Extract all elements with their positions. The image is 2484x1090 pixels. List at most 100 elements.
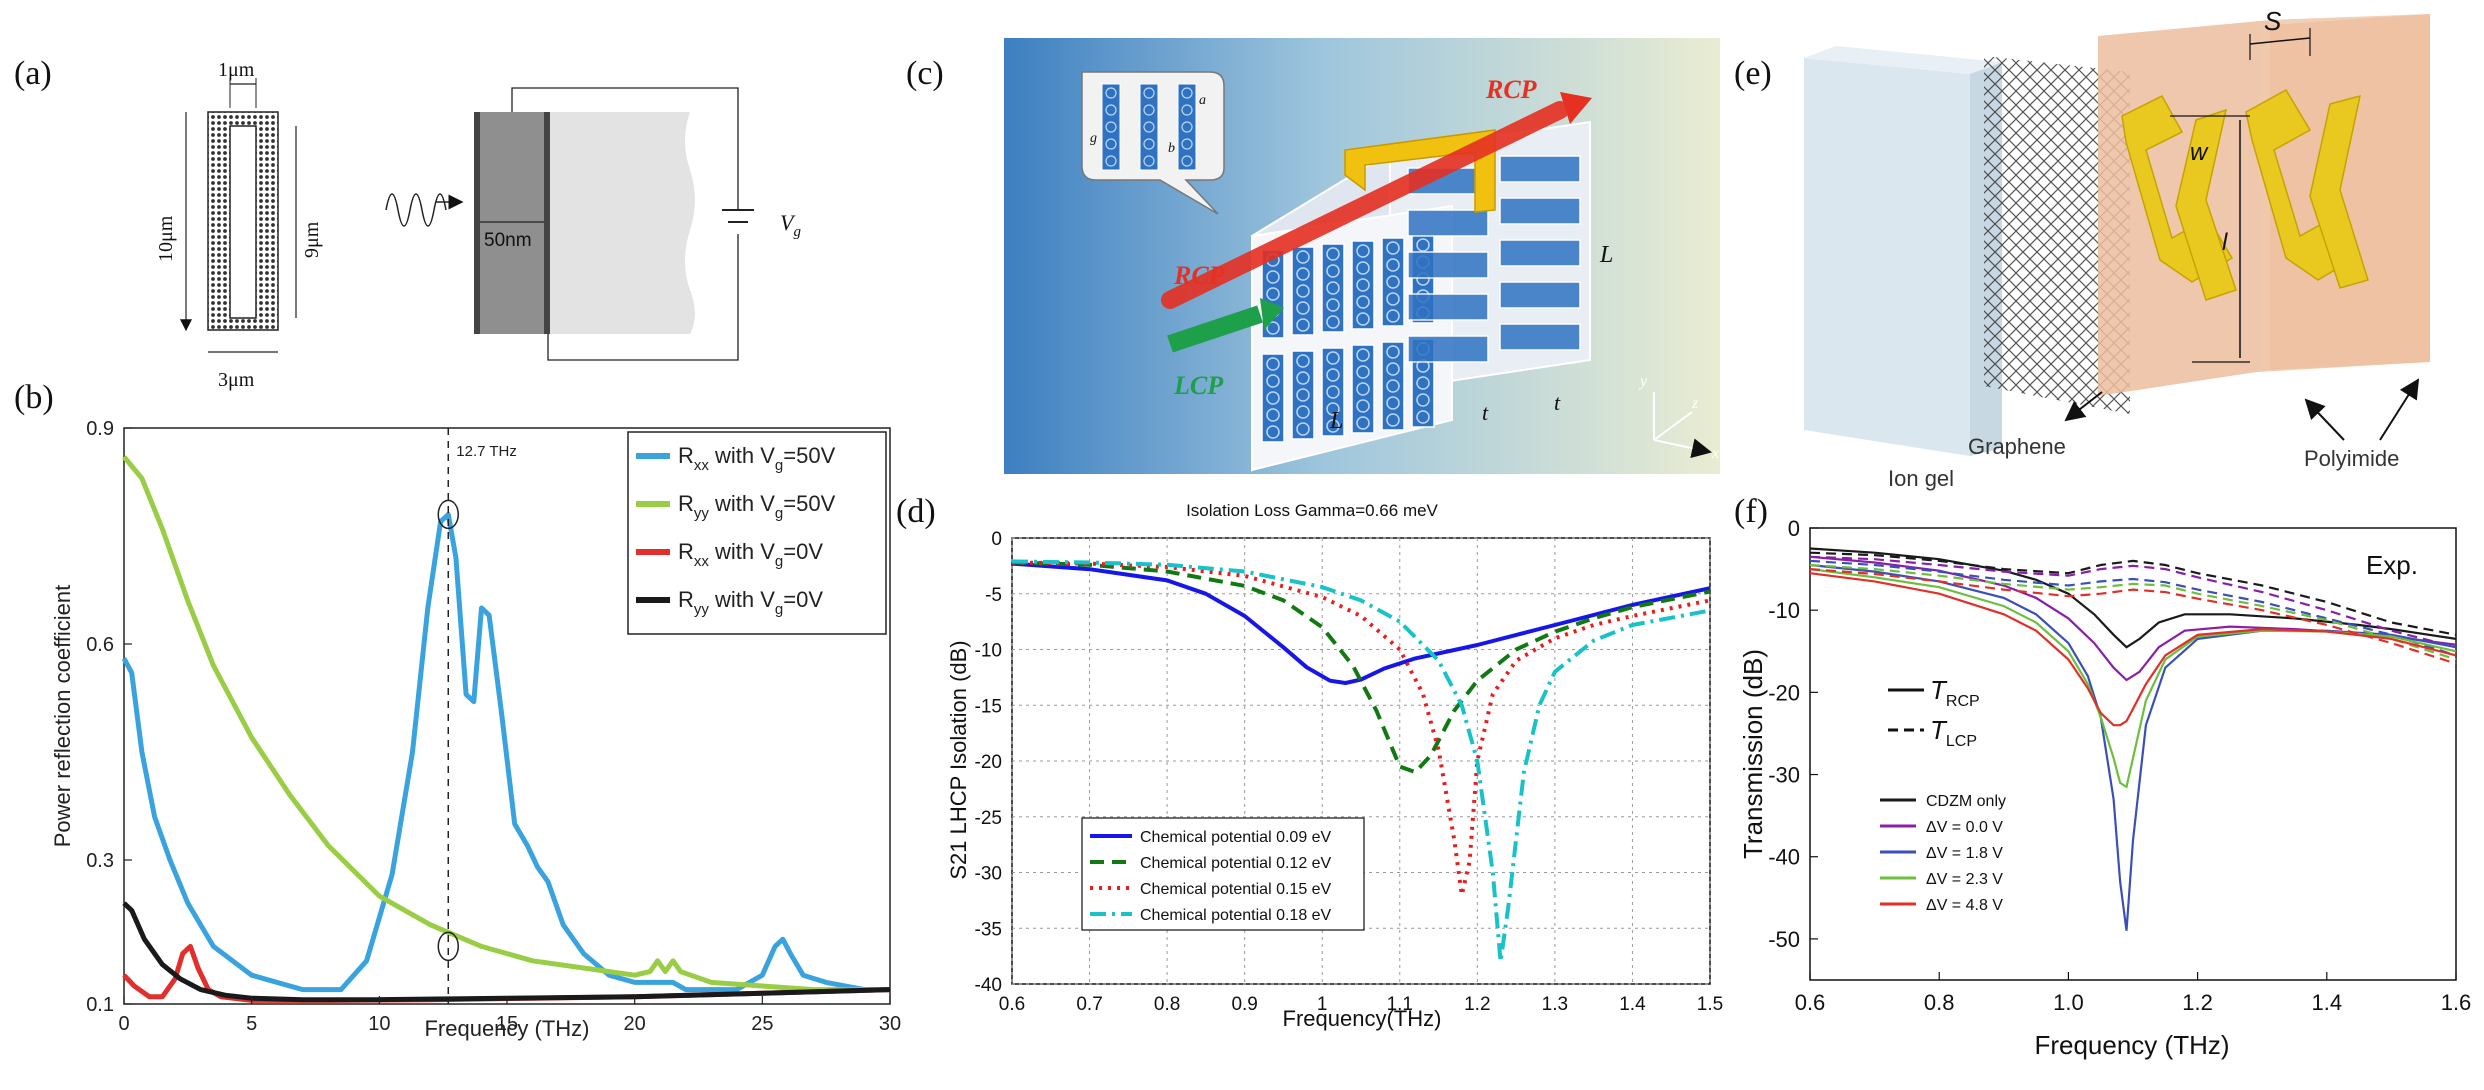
chart-b-xtick-label: 20 — [624, 1013, 646, 1035]
chart-f-lcp-line — [1809, 559, 2457, 657]
chart-f-rcp-line — [1809, 572, 2457, 727]
chart-f: 0.6 0.8 1.0 1.2 1.4 1.60-10-20-30-40-50 Exp. … — [1738, 516, 2471, 1060]
graphene-sheet — [1984, 56, 2130, 414]
rcp-in-label: RCP — [1173, 261, 1226, 290]
unit-cell — [1261, 353, 1285, 443]
chart-b-xlabel: Frequency (THz) — [424, 1016, 589, 1041]
chart-b-legend-label: Ryy with Vg=0V — [678, 587, 823, 618]
chart-f-lcp-line — [1809, 568, 2457, 665]
panel-e-illustration: S w l Graphene Polyimide Ion gel — [1804, 6, 2430, 491]
chart-d-ytick-label: -30 — [975, 864, 1002, 885]
unit-cell-ring — [1296, 318, 1310, 332]
unit-cell — [1499, 155, 1581, 183]
dim-L-side: L — [1599, 242, 1613, 268]
unit-cell-ring — [1356, 365, 1370, 379]
chart-f-rcp-line — [1809, 568, 2457, 789]
unit-cell-ring — [1296, 422, 1310, 436]
axis-y-label: y — [1638, 373, 1648, 390]
chart-d: Isolation Loss Gamma=0.66 meV 0.6 0.7 0.8 0… — [946, 501, 1723, 1031]
chart-d-series-line — [1011, 560, 1711, 775]
dim-t-1: t — [1482, 400, 1489, 425]
axis-x-label: x — [1711, 445, 1719, 462]
rcp-out-label: RCP — [1485, 75, 1538, 104]
gate-layer — [474, 112, 550, 334]
unit-cell-ring — [1266, 287, 1280, 301]
unit-cell — [1499, 197, 1581, 225]
unit-cell-ring — [1386, 362, 1400, 376]
unit-cell — [1321, 243, 1345, 333]
chart-d-xtick-label: 0.7 — [1076, 994, 1102, 1015]
chart-b-xtick-label: 0 — [118, 1013, 129, 1035]
unit-cell-ring — [1296, 284, 1310, 298]
chart-d-xtick-label: 1.2 — [1464, 994, 1490, 1015]
unit-cell — [1407, 293, 1489, 321]
chart-b-xtick-label: 25 — [751, 1013, 773, 1035]
chart-d-ytick-label: -10 — [975, 641, 1002, 662]
ion-gel-slab — [1804, 58, 1970, 456]
panel-c-illustration: RCP RCP LCP L L t t a b g x y z — [1004, 38, 1720, 474]
inset-unit-cell — [1101, 83, 1121, 171]
chart-b-ylabel: Power reflection coefficient — [50, 585, 75, 848]
chart-b-ytick-label: 0.6 — [86, 634, 114, 656]
unit-cell-ring — [1386, 413, 1400, 427]
unit-cell-ring — [1386, 292, 1400, 306]
chart-d-xtick-label: 1.3 — [1542, 994, 1568, 1015]
chart-f-lcp-line — [1809, 563, 2457, 661]
unit-cell-ring — [1386, 396, 1400, 410]
chart-b-ytick-label: 0.9 — [86, 418, 114, 440]
unit-cell-ring — [1296, 250, 1310, 264]
polyimide-label: Polyimide — [2304, 446, 2399, 471]
inset-unit-cell — [1139, 83, 1159, 171]
chart-d-ytick-label: -35 — [975, 919, 1002, 940]
lcp-label: LCP — [1173, 371, 1224, 400]
chart-f-legend-label: ΔV = 0.0 V — [1926, 819, 2003, 836]
unit-cell-ring — [1356, 244, 1370, 258]
chart-b-annotation: 12.7 THz — [456, 443, 517, 460]
chart-d-ytick-label: -15 — [975, 696, 1002, 717]
unit-cell-ring — [1416, 376, 1430, 390]
unit-cell-ring — [1266, 374, 1280, 388]
unit-cell-ring — [1356, 399, 1370, 413]
inset-unit-cell-ring — [1143, 104, 1155, 116]
unit-cell-ring — [1386, 275, 1400, 289]
chart-f-legend-label: ΔV = 2.3 V — [1926, 871, 2003, 888]
panel-label-b: (b) — [14, 379, 54, 416]
chart-f-lcp-line — [1809, 555, 2457, 649]
unit-cell-ring — [1356, 312, 1370, 326]
dim-t-2: t — [1554, 390, 1561, 415]
chart-d-ytick-label: 0 — [991, 529, 1002, 550]
chart-b-legend — [627, 431, 887, 635]
chart-f-legend-label: CDZM only — [1926, 793, 2006, 810]
inset-a-label: a — [1199, 93, 1206, 108]
chart-f-annotation: Exp. — [2366, 550, 2418, 580]
inset-unit-cell — [1177, 83, 1197, 171]
dim-gap-label: 50nm — [484, 230, 532, 251]
dim-w-label: w — [2190, 139, 2209, 166]
chart-f-style-label: TLCP — [1930, 715, 1977, 750]
chart-d-xtick-label: 0.6 — [999, 994, 1025, 1015]
wave-icon — [385, 193, 447, 227]
lcp-beam — [1167, 305, 1263, 353]
unit-cell-ring — [1386, 379, 1400, 393]
unit-cell-ring — [1266, 425, 1280, 439]
unit-cell-ring — [1356, 382, 1370, 396]
unit-cell-ring — [1326, 315, 1340, 329]
chart-f-style-label: TRCP — [1930, 675, 1980, 710]
chart-d-ytick-label: -25 — [975, 808, 1002, 829]
chart-f-ytick-label: -20 — [1768, 680, 1800, 705]
unit-cell — [1499, 239, 1581, 267]
chart-d-xtick-label: 1.1 — [1387, 994, 1413, 1015]
svg-text:Vg: Vg — [780, 210, 801, 240]
dim-s-label: S — [2264, 6, 2282, 36]
unit-cell — [1499, 281, 1581, 309]
chart-d-legend-label: Chemical potential 0.12 eV — [1140, 855, 1332, 872]
chart-f-ytick-label: -40 — [1768, 845, 1800, 870]
chart-b: 0 5 10 15 20 25 30 0.1 0.3 0.6 0.9 12.7 THz Freque… — [50, 418, 901, 1041]
chart-f-rcp-line — [1809, 547, 2457, 649]
chart-d-series-line — [1011, 561, 1711, 685]
unit-cell-ring — [1326, 247, 1340, 261]
chart-b-series-line — [121, 511, 890, 993]
unit-cell-ring — [1296, 267, 1310, 281]
substrate-layer — [550, 112, 695, 334]
dim-top-label: 1μm — [218, 59, 255, 81]
